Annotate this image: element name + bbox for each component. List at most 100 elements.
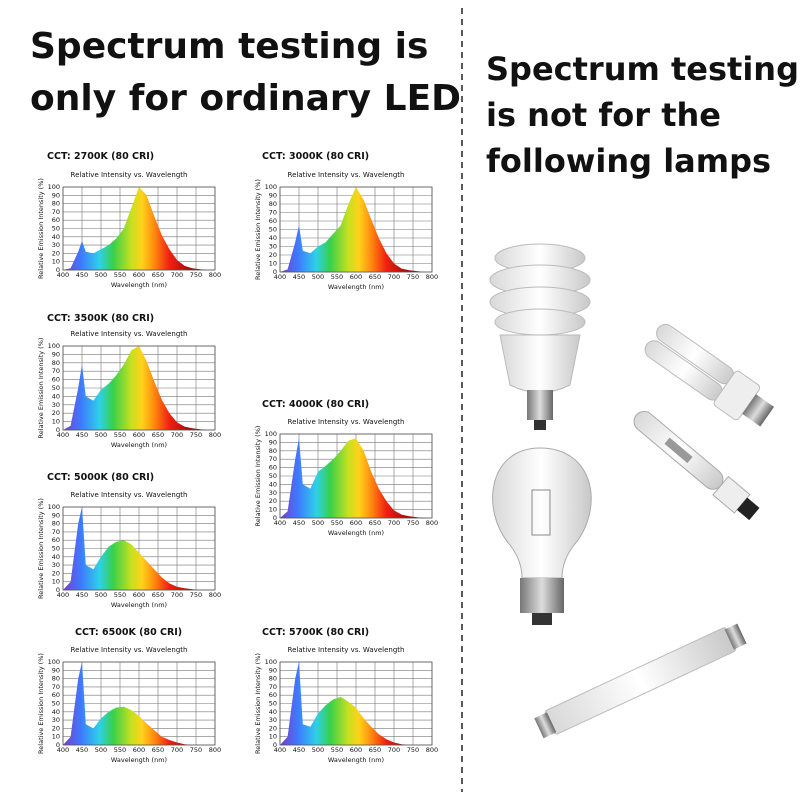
y-tick-label: 100 xyxy=(48,658,60,666)
x-axis-label: Wavelength (nm) xyxy=(111,756,167,764)
spectrum-chart: CCT: 3000K (80 CRI) Relative Intensity vs… xyxy=(254,151,438,291)
x-tick-label: 700 xyxy=(171,746,183,754)
x-tick-label: 800 xyxy=(209,271,221,279)
x-tick-label: 700 xyxy=(171,271,183,279)
x-tick-label: 650 xyxy=(152,271,164,279)
y-tick-label: 80 xyxy=(52,520,60,528)
spectrum-chart: CCT: 6500K (80 CRI) Relative Intensity vs… xyxy=(37,627,221,764)
x-tick-label: 550 xyxy=(114,431,126,439)
y-tick-label: 80 xyxy=(269,675,277,683)
chart-subtitle: Relative Intensity vs. Wavelength xyxy=(71,491,188,499)
x-tick-label: 800 xyxy=(209,746,221,754)
x-tick-label: 600 xyxy=(133,591,145,599)
spectrum-chart: CCT: 4000K (80 CRI) Relative Intensity vs… xyxy=(254,399,438,537)
y-axis-label: Relative Emission Intensity (%) xyxy=(37,338,45,439)
x-tick-label: 800 xyxy=(426,519,438,527)
x-axis-label: Wavelength (nm) xyxy=(111,441,167,449)
y-tick-label: 80 xyxy=(269,447,277,455)
plot-frame xyxy=(62,506,216,591)
y-tick-label: 90 xyxy=(52,511,60,519)
x-axis-label: Wavelength (nm) xyxy=(328,529,384,537)
x-tick-label: 600 xyxy=(350,519,362,527)
y-tick-label: 100 xyxy=(48,503,60,511)
x-tick-label: 750 xyxy=(190,591,202,599)
incandescent-bulb xyxy=(492,447,592,625)
x-tick-label: 750 xyxy=(190,271,202,279)
y-axis-label: Relative Emission Intensity (%) xyxy=(37,498,45,599)
y-tick-label: 100 xyxy=(48,342,60,350)
y-tick-label: 40 xyxy=(52,233,60,241)
y-tick-label: 60 xyxy=(52,216,60,224)
x-tick-label: 700 xyxy=(171,591,183,599)
y-tick-label: 70 xyxy=(269,209,277,217)
plot-frame xyxy=(279,661,433,746)
x-tick-label: 800 xyxy=(426,746,438,754)
spectrum-area xyxy=(63,662,215,745)
y-tick-label: 0 xyxy=(56,266,60,274)
y-tick-label: 40 xyxy=(52,553,60,561)
y-tick-label: 80 xyxy=(52,359,60,367)
headings: Spectrum testing is only for ordinary LE… xyxy=(30,26,799,180)
y-tick-label: 70 xyxy=(269,455,277,463)
y-tick-label: 90 xyxy=(269,438,277,446)
y-tick-label: 50 xyxy=(52,384,60,392)
y-tick-label: 20 xyxy=(269,497,277,505)
right-heading-line: following lamps xyxy=(486,142,771,180)
x-tick-label: 400 xyxy=(57,271,69,279)
x-tick-label: 750 xyxy=(190,746,202,754)
y-tick-label: 80 xyxy=(52,200,60,208)
x-tick-label: 550 xyxy=(114,746,126,754)
y-tick-label: 40 xyxy=(269,480,277,488)
x-tick-label: 650 xyxy=(152,746,164,754)
x-tick-label: 600 xyxy=(133,431,145,439)
y-tick-label: 50 xyxy=(269,226,277,234)
plot-frame xyxy=(279,186,433,273)
x-tick-label: 800 xyxy=(426,273,438,281)
spectrum-chart: CCT: 3500K (80 CRI) Relative Intensity vs… xyxy=(37,313,221,449)
chart-subtitle: Relative Intensity vs. Wavelength xyxy=(71,646,188,654)
y-tick-label: 80 xyxy=(269,200,277,208)
spectrum-area xyxy=(280,187,432,272)
x-tick-label: 450 xyxy=(76,271,88,279)
y-tick-label: 10 xyxy=(52,578,60,586)
y-tick-label: 20 xyxy=(52,724,60,732)
chart-subtitle: Relative Intensity vs. Wavelength xyxy=(288,171,405,179)
left-heading-line: only for ordinary LED xyxy=(30,78,461,119)
plot-frame xyxy=(62,661,216,746)
y-tick-label: 90 xyxy=(269,192,277,200)
chart-title: CCT: 3500K (80 CRI) xyxy=(47,313,154,324)
y-tick-label: 90 xyxy=(52,350,60,358)
x-tick-label: 450 xyxy=(76,431,88,439)
left-heading-line: Spectrum testing is xyxy=(30,26,428,67)
chart-subtitle: Relative Intensity vs. Wavelength xyxy=(71,171,188,179)
y-axis-label: Relative Emission Intensity (%) xyxy=(37,178,45,279)
y-tick-label: 100 xyxy=(265,658,277,666)
y-tick-label: 70 xyxy=(52,528,60,536)
y-tick-label: 100 xyxy=(265,430,277,438)
x-tick-label: 600 xyxy=(350,746,362,754)
x-tick-label: 400 xyxy=(274,746,286,754)
y-tick-label: 10 xyxy=(269,733,277,741)
x-axis-label: Wavelength (nm) xyxy=(328,756,384,764)
y-tick-label: 20 xyxy=(52,249,60,257)
x-tick-label: 500 xyxy=(312,746,324,754)
y-tick-label: 0 xyxy=(56,426,60,434)
x-tick-label: 500 xyxy=(312,273,324,281)
spectrum-area xyxy=(280,662,432,745)
y-tick-label: 10 xyxy=(52,258,60,266)
x-tick-label: 500 xyxy=(312,519,324,527)
y-tick-label: 0 xyxy=(273,514,277,522)
x-tick-label: 550 xyxy=(114,591,126,599)
x-tick-label: 750 xyxy=(407,519,419,527)
right-heading-line: is not for the xyxy=(486,96,721,134)
y-tick-label: 40 xyxy=(52,392,60,400)
y-tick-label: 10 xyxy=(269,506,277,514)
y-axis-label: Relative Emission Intensity (%) xyxy=(254,653,262,754)
x-tick-label: 400 xyxy=(57,431,69,439)
x-tick-label: 450 xyxy=(293,273,305,281)
x-tick-label: 450 xyxy=(76,746,88,754)
metal-halide-lamp xyxy=(633,410,760,521)
x-axis-label: Wavelength (nm) xyxy=(111,281,167,289)
